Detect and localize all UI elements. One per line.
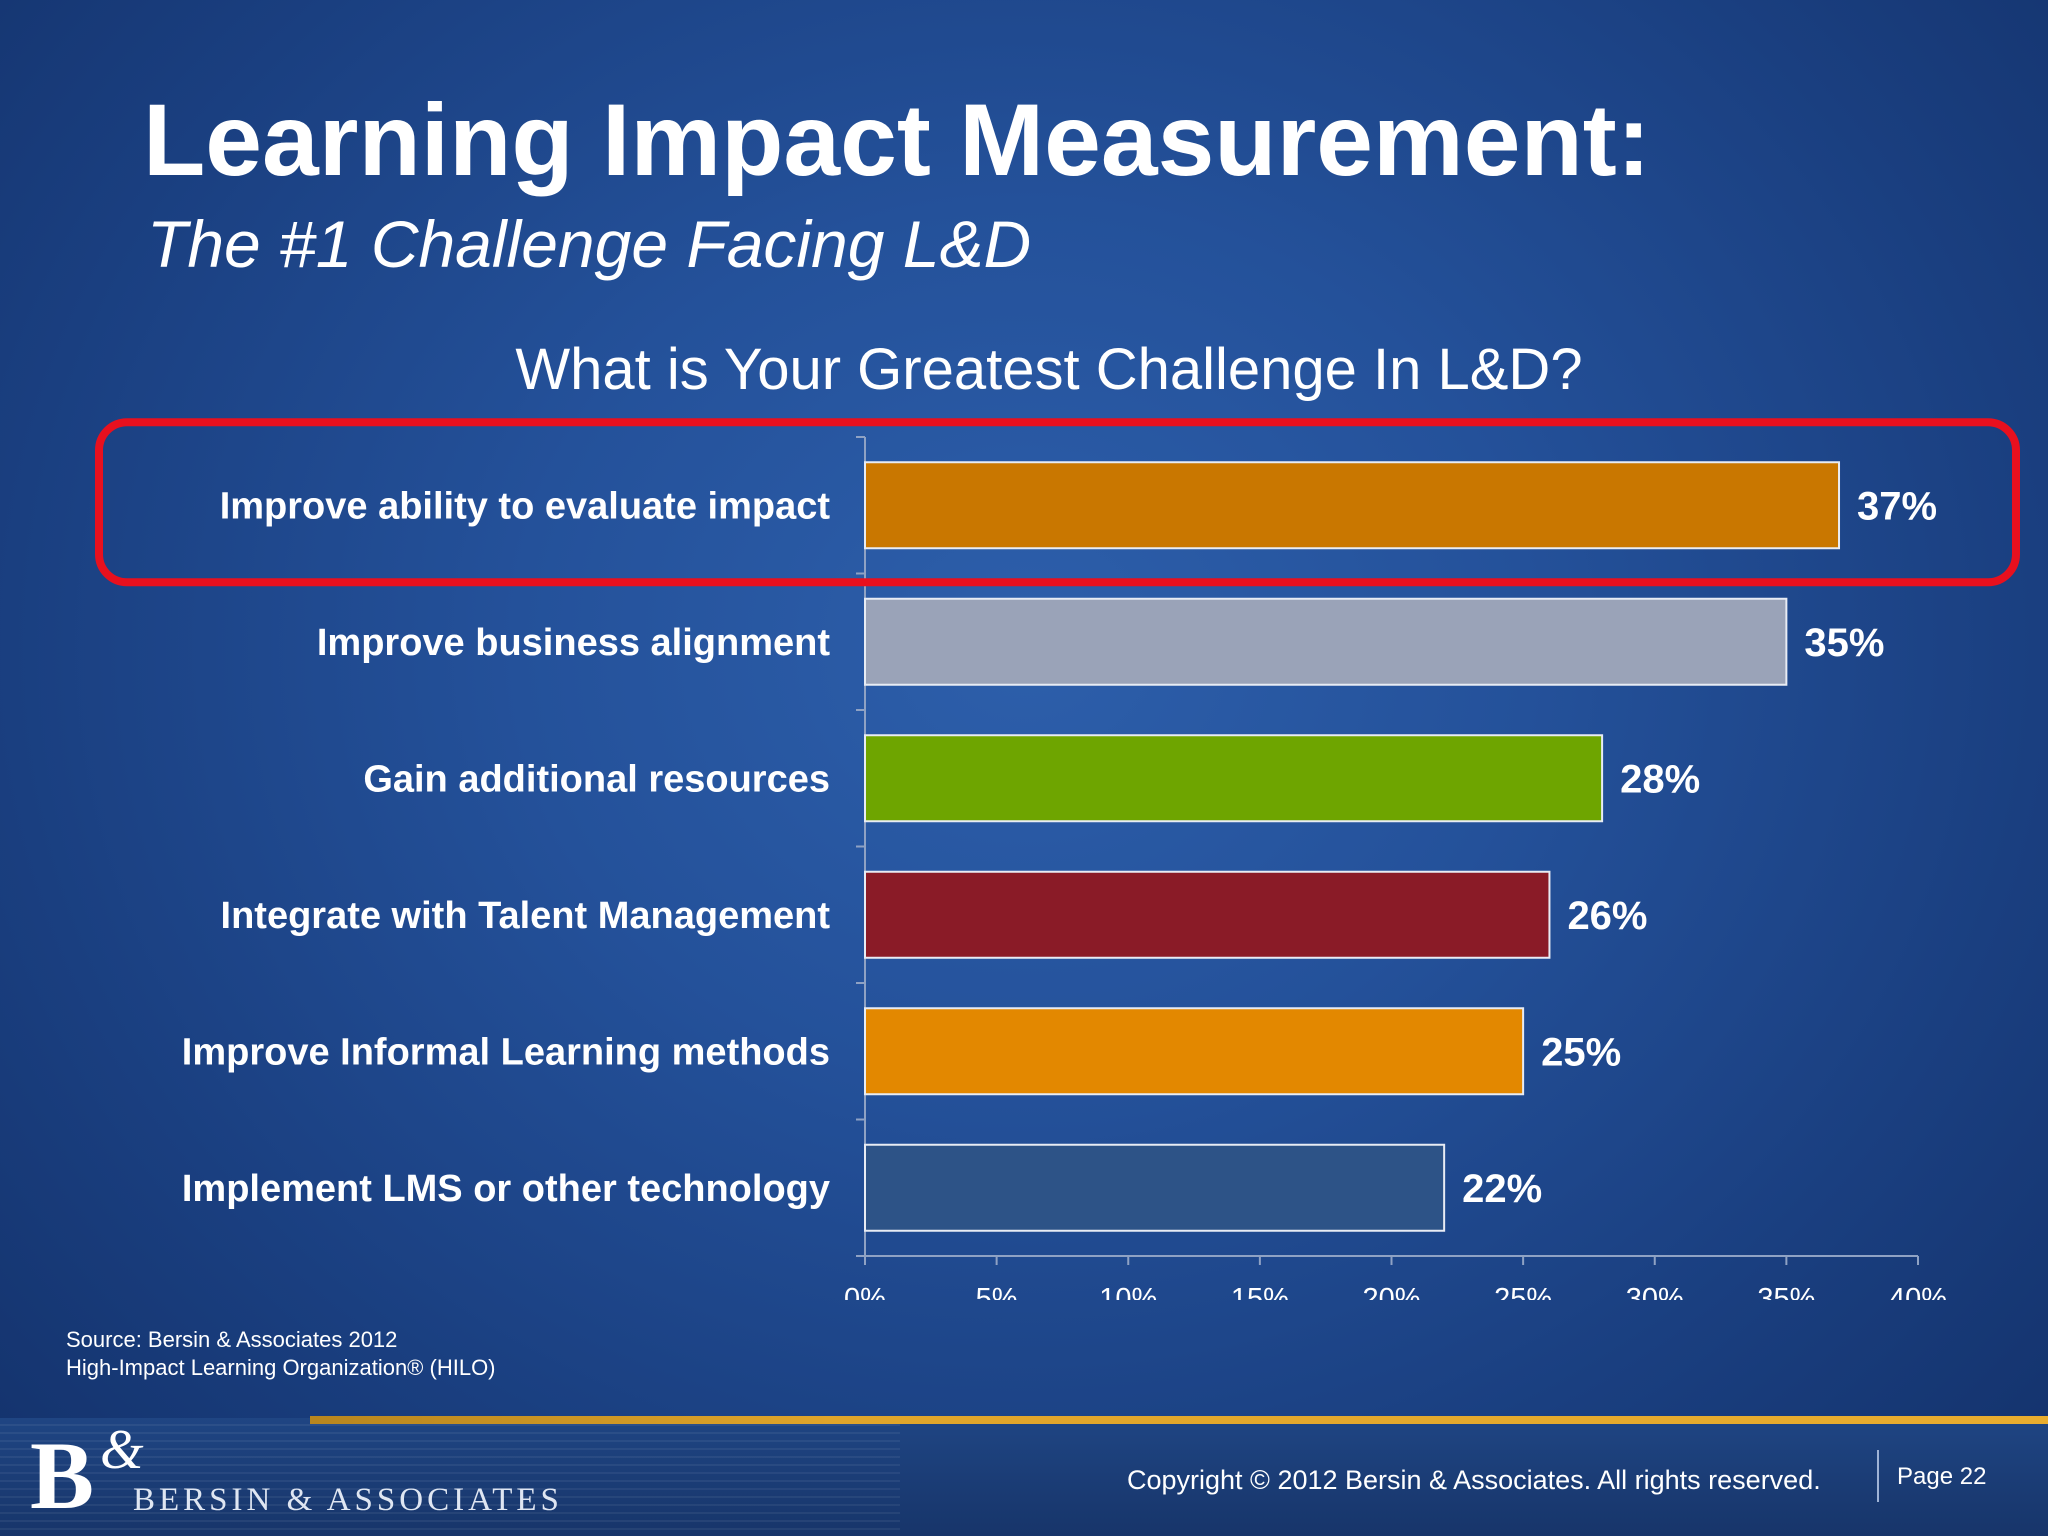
- footer-decoration: [0, 1424, 900, 1536]
- data-label: 37%: [1857, 484, 1937, 528]
- x-tick-label: 20%: [1362, 1283, 1420, 1300]
- company-logo: B: [30, 1422, 95, 1529]
- footer-divider: [1877, 1450, 1879, 1502]
- bar: [864, 1143, 1446, 1232]
- page-number: Page 22: [1897, 1463, 1987, 1490]
- category-label: Implement LMS or other technology: [182, 1168, 830, 1210]
- category-label: Integrate with Talent Management: [221, 895, 831, 937]
- x-tick-label: 25%: [1494, 1283, 1552, 1300]
- x-tick-label: 5%: [976, 1283, 1018, 1300]
- x-tick-label: 15%: [1231, 1283, 1289, 1300]
- slide-subtitle: The #1 Challenge Facing L&D: [147, 207, 1032, 281]
- x-tick-label: 0%: [844, 1283, 886, 1300]
- copyright-notice: Copyright © 2012 Bersin & Associates. Al…: [1127, 1465, 1821, 1495]
- slide-title: Learning Impact Measurement:: [143, 83, 1651, 197]
- category-label: Improve business alignment: [317, 622, 830, 664]
- bar: [864, 461, 1841, 550]
- bar: [864, 1007, 1525, 1096]
- category-label: Gain additional resources: [363, 758, 830, 800]
- bar: [864, 870, 1551, 959]
- x-tick-label: 10%: [1099, 1283, 1157, 1300]
- footer-bar: [0, 1418, 2048, 1536]
- x-tick-label: 30%: [1626, 1283, 1684, 1300]
- data-label: 22%: [1462, 1167, 1542, 1211]
- category-label: Improve ability to evaluate impact: [220, 485, 831, 527]
- data-label: 35%: [1804, 621, 1884, 665]
- data-label: 25%: [1541, 1030, 1621, 1074]
- bar: [864, 734, 1604, 823]
- highlight-box: [95, 418, 2020, 587]
- footer-accent-stripe: [310, 1416, 2048, 1424]
- category-label: Improve Informal Learning methods: [182, 1031, 830, 1073]
- source-line-2: High-Impact Learning Organization® (HILO…: [66, 1355, 496, 1380]
- x-tick-label: 35%: [1757, 1283, 1815, 1300]
- source-note: Source: Bersin & Associates 2012 High-Im…: [66, 1326, 496, 1382]
- company-logo-ampersand: &: [100, 1419, 144, 1481]
- data-label: 28%: [1620, 757, 1700, 801]
- data-label: 26%: [1567, 894, 1647, 938]
- x-tick-label: 40%: [1889, 1283, 1947, 1300]
- chart-marks: 0% 5% 10% 15% 20% 25% 30% 35% 40% Improve ability…: [95, 418, 2020, 1300]
- source-line-1: Source: Bersin & Associates 2012: [66, 1327, 398, 1352]
- bar: [864, 597, 1788, 686]
- chart-title: What is Your Greatest Challenge In L&D?: [515, 337, 1582, 402]
- company-logo-text: BERSIN & ASSOCIATES: [133, 1482, 563, 1518]
- bar-chart: What is Your Greatest Challenge In L&D? …: [95, 337, 2020, 1300]
